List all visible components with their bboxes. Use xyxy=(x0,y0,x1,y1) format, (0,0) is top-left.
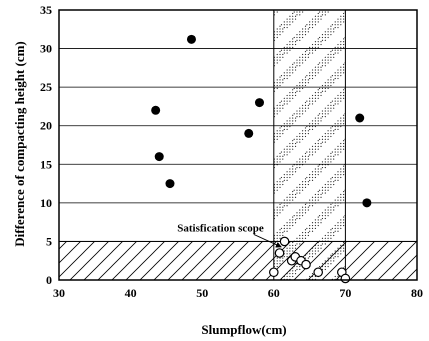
data-point-open xyxy=(268,267,279,278)
x-tick-label: 40 xyxy=(125,286,137,300)
y-tick-label: 0 xyxy=(46,273,52,287)
y-tick-label: 20 xyxy=(40,119,52,133)
x-axis-label: Slumpflow(cm) xyxy=(201,322,286,337)
y-tick-label: 10 xyxy=(40,196,52,210)
x-tick-label: 30 xyxy=(53,286,65,300)
annotation-arrow xyxy=(253,233,282,248)
annotations: Satisfication scope xyxy=(177,222,282,248)
y-tick-label: 15 xyxy=(40,157,52,171)
y-tick-label: 35 xyxy=(40,3,52,17)
shaded-regions xyxy=(58,9,418,281)
data-point-open xyxy=(279,236,290,247)
x-tick-label: 80 xyxy=(411,286,423,300)
x-tick-label: 70 xyxy=(339,286,351,300)
gridlines xyxy=(59,48,417,242)
x-tick-label: 60 xyxy=(268,286,280,300)
shaded-region-crosshatch xyxy=(273,9,346,281)
data-point-filled xyxy=(154,152,164,162)
shaded-region-diagonal xyxy=(58,240,418,281)
data-point-filled xyxy=(151,105,161,115)
data-point-open xyxy=(313,267,323,278)
data-point-filled xyxy=(186,34,196,44)
data-point-open xyxy=(274,248,285,258)
y-tick-label: 25 xyxy=(40,80,52,94)
y-tick-label: 5 xyxy=(46,234,52,248)
data-point-filled xyxy=(244,128,254,138)
data-point-filled xyxy=(362,198,372,208)
x-tick-labels: 30 40 50 60 70 80 xyxy=(53,286,423,300)
data-point-filled xyxy=(165,179,175,189)
x-tick-label: 50 xyxy=(196,286,208,300)
data-point-filled xyxy=(254,98,264,108)
data-point-filled xyxy=(355,113,365,123)
y-tick-labels: 0 5 10 15 20 25 30 35 xyxy=(40,3,52,287)
data-point-open xyxy=(301,259,311,270)
y-tick-label: 30 xyxy=(40,42,52,56)
y-axis-label: Difference of compacting height (cm) xyxy=(12,41,27,247)
data-point-open xyxy=(340,273,351,284)
data-points xyxy=(151,34,372,284)
plot-frame xyxy=(58,9,418,281)
annotation-label: Satisfication scope xyxy=(177,222,264,234)
